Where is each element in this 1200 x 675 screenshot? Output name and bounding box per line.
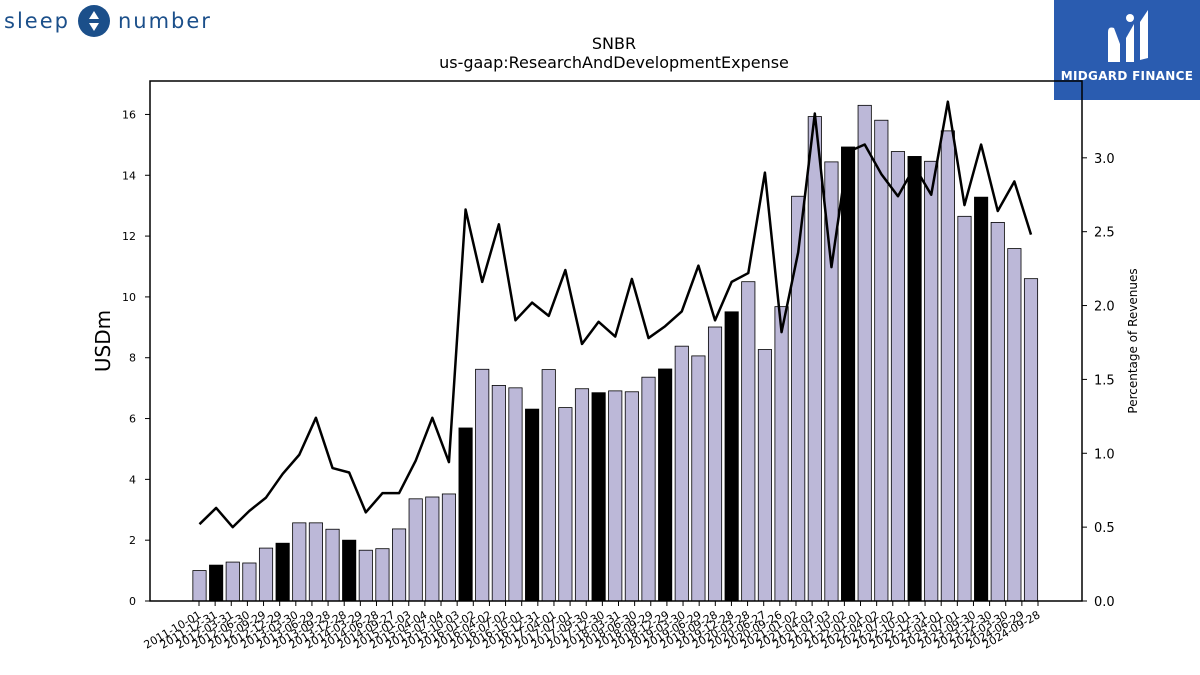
y-axis-left: 0 2 4 6 8 10 12 14 16 <box>122 108 150 608</box>
chart-title: SNBR <box>592 34 636 53</box>
bar <box>707 326 723 602</box>
bar <box>209 564 224 602</box>
bar <box>325 528 340 602</box>
bar <box>608 390 623 602</box>
y2-tick-label: 3.0 <box>1094 152 1115 167</box>
bar <box>375 548 390 602</box>
y2-axis-label: Percentage of Revenues <box>1126 268 1140 413</box>
bar <box>940 130 955 602</box>
bar <box>741 281 756 602</box>
bar <box>574 388 590 602</box>
y-tick-label: 4 <box>129 473 136 486</box>
bar <box>425 496 440 602</box>
y2-tick-label: 1.0 <box>1094 447 1115 462</box>
bar <box>475 368 490 602</box>
bar <box>907 156 922 602</box>
bar <box>857 104 872 602</box>
y2-tick-label: 0.0 <box>1094 595 1115 610</box>
bar <box>957 215 972 602</box>
bar <box>458 427 473 602</box>
bar <box>691 355 706 602</box>
bar <box>674 345 689 602</box>
chart-subtitle: us-gaap:ResearchAndDevelopmentExpense <box>439 53 789 72</box>
y2-tick-label: 1.5 <box>1094 373 1115 388</box>
bar <box>541 369 556 602</box>
bar <box>641 376 656 602</box>
bar <box>807 116 822 602</box>
midgard-finance-logo: MIDGARD FINANCE <box>1054 0 1200 100</box>
bar <box>258 547 274 602</box>
y-tick-label: 2 <box>129 534 136 547</box>
x-axis: 2011-10-012011-12-312012-03-312012-06-30… <box>142 601 1043 652</box>
percentage-line <box>198 100 1033 529</box>
plot-frame <box>149 80 1083 602</box>
bar <box>924 160 939 602</box>
bar <box>890 151 906 602</box>
bar <box>275 542 290 602</box>
bar <box>358 549 373 602</box>
midgard-logo-icon <box>1108 10 1148 62</box>
bar <box>1007 248 1022 602</box>
y2-tick-label: 2.5 <box>1094 226 1115 241</box>
bar <box>225 561 240 602</box>
partner-label: MIDGARD FINANCE <box>1060 69 1194 83</box>
y-tick-label: 14 <box>122 169 136 182</box>
bar <box>658 368 673 602</box>
bar <box>624 391 639 602</box>
bar <box>441 493 456 602</box>
bar <box>724 311 739 602</box>
y-axis-label: USDm <box>91 310 115 372</box>
bar <box>408 498 423 602</box>
bar <box>308 522 323 602</box>
bar <box>491 384 506 602</box>
bar <box>841 146 856 602</box>
bar <box>558 407 573 602</box>
y2-tick-label: 2.0 <box>1094 300 1115 315</box>
y-tick-label: 12 <box>122 230 136 243</box>
bar <box>508 387 523 602</box>
y-tick-label: 16 <box>122 108 136 121</box>
sleep-number-icon <box>77 5 110 37</box>
brand-text-right: number <box>117 9 212 33</box>
sleep-number-logo: sleep number <box>4 4 212 38</box>
y-axis-right: 0.0 0.5 1.0 1.5 2.0 2.5 3.0 <box>1082 152 1115 610</box>
bar <box>591 392 606 602</box>
bar <box>192 570 207 602</box>
bar <box>292 522 307 602</box>
y-tick-label: 6 <box>129 413 136 426</box>
bar <box>990 221 1005 602</box>
bar <box>874 119 889 602</box>
bar <box>392 528 407 602</box>
bar <box>774 306 789 602</box>
y-tick-label: 8 <box>129 352 136 365</box>
bar <box>974 196 989 602</box>
bar <box>342 539 357 602</box>
bar <box>242 562 257 602</box>
bar <box>525 408 540 602</box>
brand-text-left: sleep <box>4 9 70 33</box>
y2-tick-label: 0.5 <box>1094 521 1115 536</box>
y-tick-label: 10 <box>122 291 136 304</box>
bar <box>757 349 772 602</box>
y-tick-label: 0 <box>129 595 136 608</box>
bar <box>1023 278 1039 602</box>
